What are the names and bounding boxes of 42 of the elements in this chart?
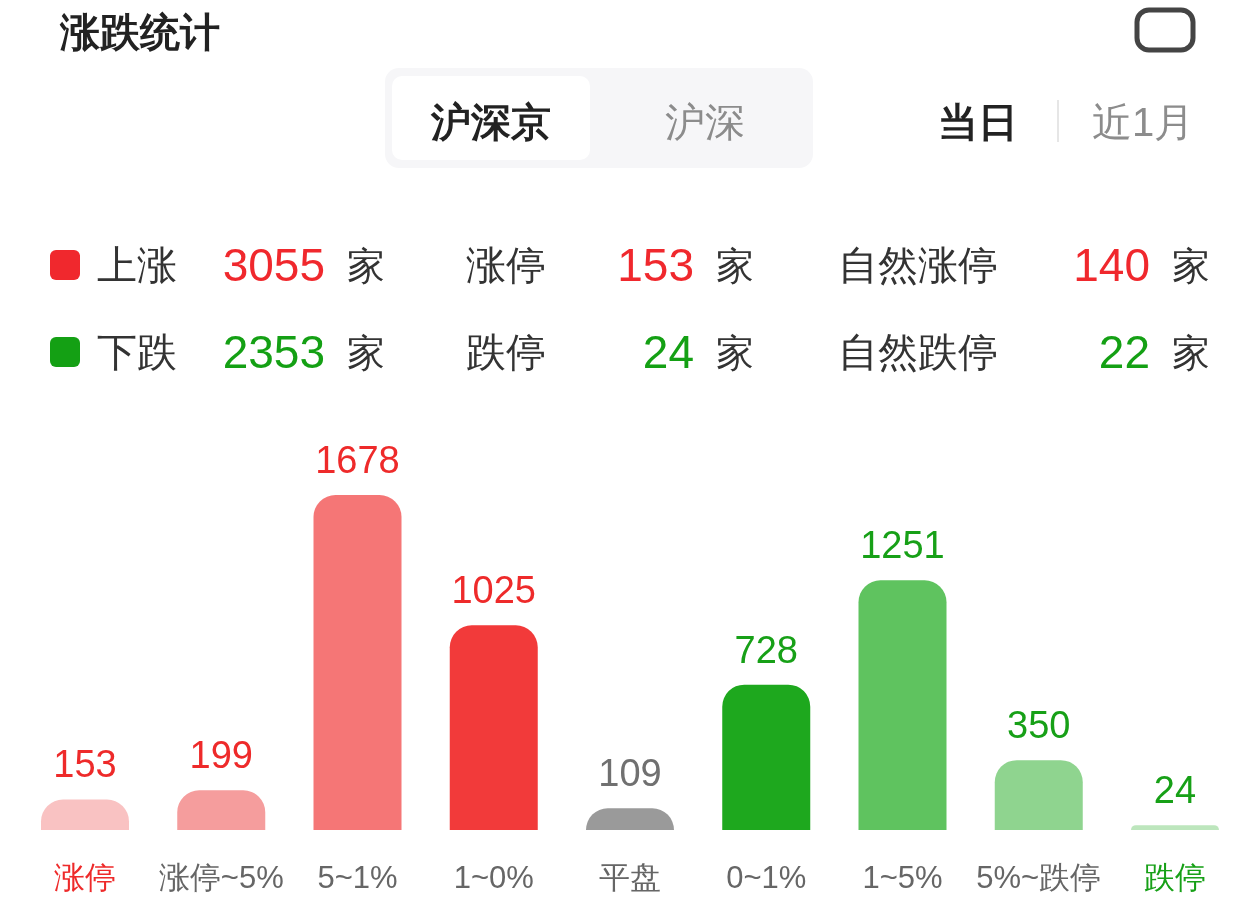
- data-label: 350: [1007, 704, 1071, 747]
- data-label: 109: [598, 752, 662, 795]
- x-tick-label: 平盘: [599, 860, 661, 895]
- x-tick-label: 涨停: [54, 860, 116, 895]
- x-tick-label: 1~0%: [453, 860, 534, 895]
- category-label: 涨停: [466, 243, 546, 287]
- data-label: 24: [1153, 769, 1197, 812]
- text: 近1月: [1091, 100, 1195, 144]
- text: 沪深: [665, 100, 745, 144]
- data-label: 1025: [451, 569, 537, 612]
- text: 153 家: [617, 239, 754, 291]
- text: 沪深京: [430, 100, 551, 144]
- text: 24 家: [642, 326, 754, 378]
- x-tick-label: 1~5%: [862, 860, 943, 895]
- bar: [449, 625, 538, 830]
- bar: [177, 790, 266, 830]
- x-tick-label: 5%~跌停: [976, 860, 1102, 895]
- data-label: 1251: [860, 524, 945, 567]
- text: 3055 家: [222, 239, 385, 291]
- text: 22 家: [1098, 326, 1210, 378]
- data-label: 153: [53, 743, 117, 786]
- data-label: 199: [189, 734, 253, 777]
- data-label: 728: [734, 628, 798, 671]
- text: 当日: [938, 100, 1018, 144]
- bar: [722, 684, 811, 830]
- category-label: 上涨: [97, 243, 177, 287]
- x-tick-label: 涨停~5%: [158, 860, 284, 895]
- data-label: 1678: [315, 439, 400, 481]
- bar: [313, 495, 402, 830]
- category-label: 跌停: [466, 330, 546, 374]
- category-label: 自然涨停: [838, 243, 998, 287]
- bar: [994, 760, 1083, 830]
- x-tick-label: 跌停: [1144, 860, 1206, 895]
- x-tick-label: 5~1%: [317, 860, 398, 895]
- text: 140 家: [1073, 239, 1210, 291]
- category-label: 自然跌停: [838, 330, 998, 374]
- bar: [1131, 825, 1219, 830]
- x-tick-label: 0~1%: [726, 860, 807, 895]
- text: 涨跌统计: [59, 10, 220, 54]
- text: 2353 家: [222, 326, 385, 378]
- bar: [858, 580, 947, 830]
- category-label: 下跌: [97, 330, 177, 374]
